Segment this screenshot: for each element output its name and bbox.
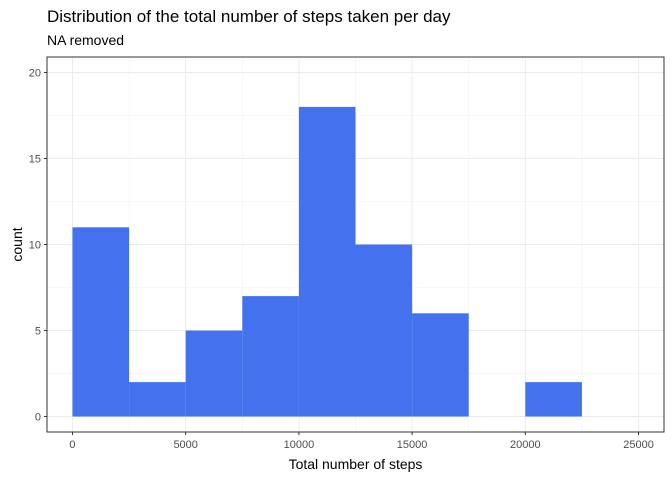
histogram-bar	[298, 106, 356, 417]
y-tick-label: 5	[35, 326, 41, 338]
x-tick-label: 25000	[623, 439, 654, 451]
y-tick-label: 15	[29, 153, 41, 165]
x-tick-label: 5000	[173, 439, 197, 451]
x-axis-ticks: 0 5000 10000 15000 20000 25000	[69, 432, 654, 451]
x-tick-label: 15000	[397, 439, 428, 451]
histogram-bars	[72, 106, 582, 417]
histogram-bar	[525, 382, 582, 417]
histogram-bar	[242, 296, 299, 417]
y-axis-title: count	[9, 227, 25, 261]
x-tick-label: 10000	[284, 439, 315, 451]
histogram-bar	[412, 313, 469, 417]
y-axis-ticks: 0 5 10 15 20	[29, 67, 47, 424]
histogram-bar	[72, 227, 130, 417]
y-tick-label: 10	[29, 240, 41, 252]
x-axis-title: Total number of steps	[289, 456, 423, 472]
chart-title: Distribution of the total number of step…	[47, 7, 451, 26]
histogram-bar	[355, 244, 413, 417]
x-tick-label: 0	[69, 439, 75, 451]
y-tick-label: 20	[29, 67, 41, 79]
x-tick-label: 20000	[510, 439, 541, 451]
histogram-bar	[185, 330, 243, 417]
histogram-bar	[129, 382, 186, 417]
chart-subtitle: NA removed	[47, 32, 125, 48]
y-tick-label: 0	[35, 412, 41, 424]
